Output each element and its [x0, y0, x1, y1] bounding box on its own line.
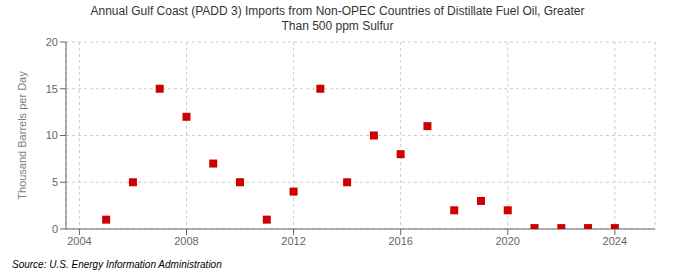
svg-text:20: 20 [46, 36, 58, 48]
html-text:Source: U.S. Energy Informatio: Source: U.S. Energy Information Administ… [12, 259, 222, 270]
html-text:Than 500 ppm Sulfur: Than 500 ppm Sulfur [281, 19, 394, 33]
svg-text:2024: 2024 [603, 235, 627, 247]
svg-text:2020: 2020 [496, 235, 520, 247]
html-text:Annual Gulf Coast (PADD 3) Imp: Annual Gulf Coast (PADD 3) Imports from … [90, 4, 585, 18]
svg-text:15: 15 [46, 83, 58, 95]
svg-text:2008: 2008 [174, 235, 198, 247]
svg-text:2004: 2004 [67, 235, 91, 247]
svg-text:0: 0 [52, 223, 58, 235]
svg-text:5: 5 [52, 176, 58, 188]
svg-text:2016: 2016 [388, 235, 412, 247]
svg-text:2012: 2012 [281, 235, 305, 247]
svg-text:10: 10 [46, 129, 58, 141]
svg-text:Thousand Barrels per Day: Thousand Barrels per Day [16, 71, 28, 200]
